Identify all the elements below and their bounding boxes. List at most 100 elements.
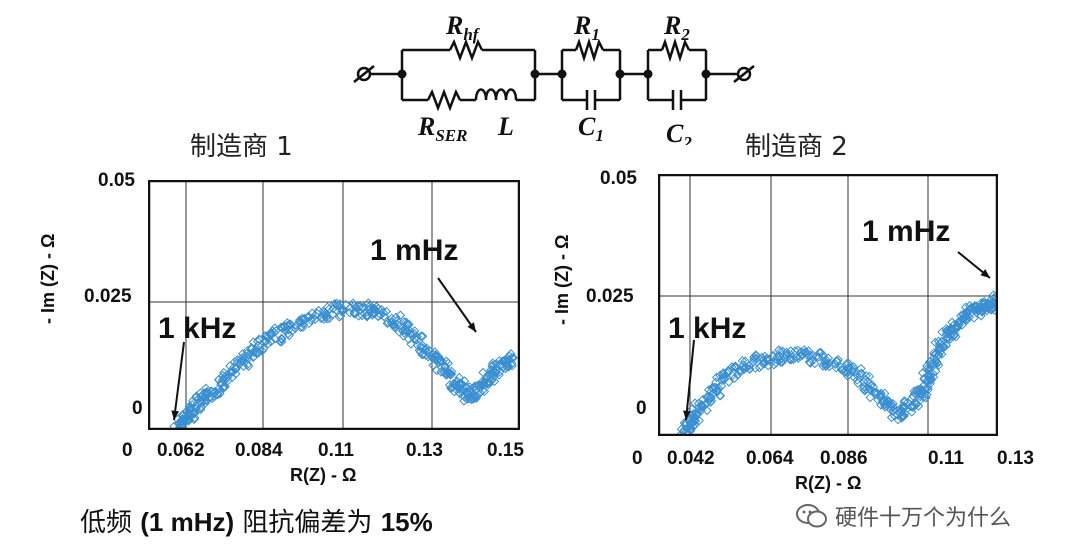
data-point	[260, 336, 270, 346]
plot-area-right	[658, 174, 998, 436]
data-point	[751, 350, 761, 360]
y-axis-label-right: - Im (Z) - Ω	[552, 234, 572, 325]
label-r2: R2	[663, 11, 690, 44]
data-point	[238, 361, 249, 371]
data-point	[223, 376, 233, 386]
data-point	[470, 391, 480, 402]
data-point	[698, 394, 708, 405]
annotation-left-1mhz: 1 mHz	[370, 234, 459, 267]
data-point	[687, 404, 697, 414]
data-point	[502, 357, 512, 368]
data-point	[213, 387, 224, 398]
data-point	[840, 367, 850, 377]
data-point	[899, 397, 910, 408]
annotation-left-1khz: 1 kHz	[158, 312, 237, 345]
data-point	[283, 320, 293, 331]
data-point	[254, 345, 264, 355]
data-point	[705, 392, 716, 402]
data-point	[931, 366, 941, 376]
x-tick-right-0.064: 0.064	[746, 448, 794, 469]
footer-cn-1: 低频	[80, 508, 141, 538]
label-c2: C2	[666, 119, 692, 145]
data-point	[218, 370, 228, 381]
data-point	[391, 312, 401, 323]
data-point	[481, 373, 491, 384]
data-point	[926, 373, 936, 384]
data-point	[287, 326, 297, 336]
data-point	[860, 385, 870, 396]
data-point	[477, 385, 488, 396]
data-point	[951, 331, 961, 342]
data-point	[290, 323, 301, 334]
data-point	[455, 388, 465, 399]
data-point	[363, 298, 373, 308]
data-point	[266, 336, 276, 347]
annotation-arrow-0	[685, 339, 695, 421]
x-tick-right-0.11: 0.11	[928, 448, 964, 469]
x-tick-left-0.062: 0.062	[157, 440, 205, 461]
data-point	[823, 353, 834, 363]
data-point	[848, 362, 859, 372]
y-tick-left-0.025: 0.025	[84, 286, 132, 307]
data-point	[923, 365, 934, 376]
data-point	[190, 413, 200, 423]
y-tick-right-0: 0	[636, 398, 647, 419]
y-tick-right-0.025: 0.025	[586, 286, 634, 307]
wechat-icon	[796, 504, 827, 528]
circuit-diagram: Rhf RSER L R1 C1 R2 C2	[353, 11, 755, 145]
plot-frame	[148, 180, 520, 430]
data-point	[218, 383, 228, 394]
data-point	[395, 310, 406, 320]
data-point	[717, 375, 727, 386]
data-point	[508, 353, 519, 363]
scatter-series	[169, 298, 519, 430]
footer-caption: 低频 (1 mHz) 阻抗偏差为 15%	[80, 502, 433, 539]
data-point	[338, 306, 348, 316]
data-point	[418, 349, 429, 359]
data-point	[925, 378, 935, 389]
data-point	[925, 356, 936, 366]
data-point	[897, 411, 907, 421]
data-point	[421, 343, 432, 353]
data-point	[690, 412, 701, 423]
watermark: 硬件十万个为什么	[795, 500, 1011, 532]
data-point	[276, 334, 287, 345]
chart-title-right: 制造商 2	[745, 132, 848, 162]
data-point	[430, 350, 441, 360]
data-point	[876, 388, 886, 399]
data-point	[723, 365, 733, 376]
watermark-text: 硬件十万个为什么	[835, 506, 1012, 531]
data-point	[412, 335, 422, 345]
data-point	[808, 350, 818, 361]
data-point	[962, 315, 972, 325]
data-point	[922, 375, 933, 385]
label-rhf: Rhf	[445, 11, 481, 44]
data-point	[912, 399, 922, 409]
chart-title-left: 制造商 1	[190, 132, 293, 162]
data-point	[864, 384, 874, 394]
y-axis-label-left: - Im (Z) - Ω	[38, 233, 58, 324]
data-point	[440, 361, 450, 371]
data-point	[392, 316, 402, 326]
x-tick-right-0.042: 0.042	[667, 448, 715, 469]
data-point	[312, 308, 322, 319]
data-point	[697, 401, 707, 412]
data-point	[183, 411, 193, 422]
data-point	[729, 373, 740, 383]
data-point	[803, 346, 814, 356]
data-point	[238, 356, 248, 366]
data-point	[204, 392, 215, 402]
data-point	[814, 348, 825, 358]
annotation-right-1mhz: 1 mHz	[862, 215, 951, 248]
data-point	[916, 383, 926, 394]
data-point	[933, 350, 944, 361]
data-point	[378, 307, 389, 318]
data-point	[250, 344, 261, 355]
data-point	[484, 377, 495, 387]
x-tick-left-0.15: 0.15	[487, 440, 524, 461]
data-point	[965, 304, 975, 314]
data-point	[307, 313, 317, 324]
footer-percent: 15%	[380, 507, 433, 537]
y-tick-left-0: 0	[132, 398, 143, 419]
data-point	[475, 387, 485, 398]
